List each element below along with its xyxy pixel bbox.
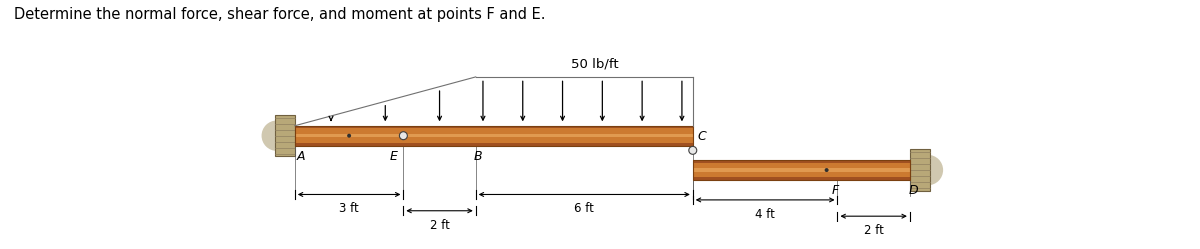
Text: 50 lb/ft: 50 lb/ft (571, 58, 619, 70)
Polygon shape (295, 134, 692, 137)
Polygon shape (295, 128, 692, 134)
Polygon shape (692, 172, 910, 178)
Polygon shape (692, 160, 910, 163)
Circle shape (824, 168, 829, 172)
Polygon shape (692, 178, 910, 180)
Circle shape (913, 155, 943, 185)
Text: B: B (474, 150, 482, 163)
Polygon shape (692, 169, 910, 172)
Text: 2 ft: 2 ft (864, 224, 883, 237)
Text: A: A (296, 150, 305, 163)
Polygon shape (692, 163, 910, 169)
Text: C: C (697, 130, 706, 143)
Text: E: E (390, 150, 398, 163)
Polygon shape (295, 126, 692, 128)
Polygon shape (275, 115, 295, 156)
Polygon shape (295, 143, 692, 146)
Circle shape (347, 134, 352, 138)
Circle shape (400, 132, 407, 140)
Text: D: D (908, 184, 918, 197)
Circle shape (262, 121, 292, 151)
Text: Determine the normal force, shear force, and moment at points F and E.: Determine the normal force, shear force,… (14, 7, 546, 22)
Text: 3 ft: 3 ft (340, 202, 359, 215)
Polygon shape (295, 137, 692, 143)
Circle shape (689, 146, 697, 154)
Text: 2 ft: 2 ft (430, 219, 450, 232)
Text: F: F (832, 184, 839, 197)
Text: 6 ft: 6 ft (575, 202, 594, 215)
Text: 4 ft: 4 ft (755, 208, 775, 221)
Polygon shape (910, 149, 930, 191)
